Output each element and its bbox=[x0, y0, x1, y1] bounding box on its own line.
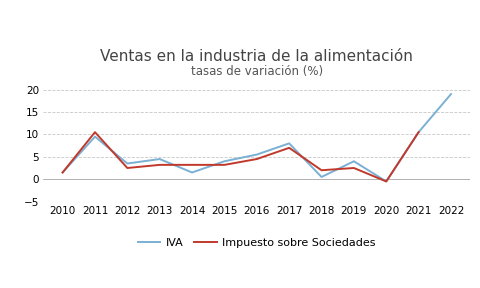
IVA bbox=[351, 160, 357, 163]
IVA bbox=[124, 162, 130, 165]
Impuesto sobre Sociedades bbox=[384, 180, 389, 183]
Impuesto sobre Sociedades bbox=[92, 130, 98, 134]
IVA bbox=[189, 171, 195, 174]
IVA bbox=[416, 130, 421, 134]
IVA bbox=[448, 92, 454, 96]
Text: tasas de variación (%): tasas de variación (%) bbox=[191, 65, 323, 78]
IVA bbox=[157, 157, 163, 161]
Impuesto sobre Sociedades bbox=[319, 168, 324, 172]
Impuesto sobre Sociedades bbox=[60, 171, 65, 174]
IVA bbox=[319, 175, 324, 179]
IVA bbox=[222, 160, 228, 163]
IVA bbox=[254, 153, 260, 156]
Impuesto sobre Sociedades bbox=[189, 163, 195, 166]
IVA bbox=[92, 135, 98, 138]
Impuesto sobre Sociedades bbox=[286, 146, 292, 149]
IVA bbox=[286, 142, 292, 145]
Impuesto sobre Sociedades bbox=[222, 163, 228, 166]
Impuesto sobre Sociedades bbox=[416, 130, 421, 134]
Line: IVA: IVA bbox=[62, 94, 451, 181]
Title: Ventas en la industria de la alimentación: Ventas en la industria de la alimentació… bbox=[100, 49, 413, 64]
Legend: IVA, Impuesto sobre Sociedades: IVA, Impuesto sobre Sociedades bbox=[133, 234, 380, 253]
IVA bbox=[60, 171, 65, 174]
Line: Impuesto sobre Sociedades: Impuesto sobre Sociedades bbox=[62, 132, 419, 181]
IVA bbox=[384, 180, 389, 183]
Impuesto sobre Sociedades bbox=[157, 163, 163, 166]
Impuesto sobre Sociedades bbox=[254, 157, 260, 161]
Impuesto sobre Sociedades bbox=[351, 166, 357, 170]
Impuesto sobre Sociedades bbox=[124, 166, 130, 170]
